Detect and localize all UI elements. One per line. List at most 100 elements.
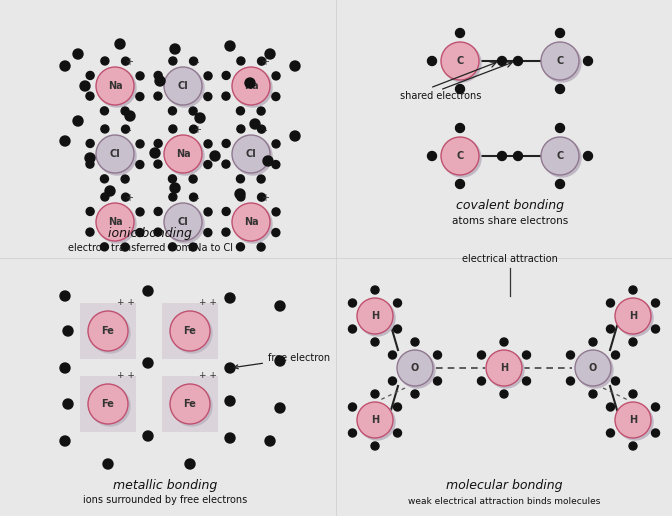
Circle shape: [237, 243, 245, 251]
Circle shape: [136, 92, 144, 101]
Circle shape: [629, 286, 637, 294]
Circle shape: [60, 291, 70, 301]
Circle shape: [169, 57, 177, 65]
Text: C: C: [556, 56, 564, 66]
Circle shape: [60, 136, 70, 146]
Text: -: -: [263, 125, 267, 135]
Circle shape: [427, 152, 437, 160]
Circle shape: [488, 352, 524, 388]
Circle shape: [556, 85, 564, 93]
Circle shape: [615, 402, 651, 438]
Circle shape: [575, 350, 611, 386]
Circle shape: [583, 56, 593, 66]
Circle shape: [456, 180, 464, 188]
Circle shape: [349, 403, 356, 411]
Circle shape: [101, 57, 109, 65]
Text: C: C: [456, 151, 464, 161]
Text: shared electrons: shared electrons: [400, 91, 481, 101]
Circle shape: [272, 160, 280, 169]
Circle shape: [371, 390, 379, 398]
Circle shape: [195, 113, 205, 123]
Circle shape: [86, 228, 94, 236]
Circle shape: [170, 384, 210, 424]
Circle shape: [154, 71, 162, 79]
Circle shape: [275, 301, 285, 311]
Circle shape: [60, 363, 70, 373]
Circle shape: [98, 69, 136, 107]
Circle shape: [272, 72, 280, 80]
Circle shape: [349, 299, 356, 307]
Circle shape: [617, 300, 653, 336]
Circle shape: [257, 243, 265, 251]
Circle shape: [166, 205, 204, 243]
Circle shape: [556, 123, 564, 133]
Circle shape: [121, 175, 129, 183]
Circle shape: [143, 358, 153, 368]
Circle shape: [204, 92, 212, 101]
Circle shape: [497, 56, 507, 66]
Circle shape: [164, 135, 202, 173]
Circle shape: [225, 396, 235, 406]
Circle shape: [190, 125, 198, 133]
Text: +: +: [125, 57, 133, 67]
Circle shape: [456, 85, 464, 93]
Circle shape: [86, 160, 94, 168]
Circle shape: [121, 107, 129, 115]
Circle shape: [500, 338, 508, 346]
Circle shape: [103, 459, 113, 469]
Circle shape: [101, 193, 109, 201]
Circle shape: [615, 298, 651, 334]
Circle shape: [443, 44, 481, 82]
Circle shape: [629, 390, 637, 398]
Circle shape: [154, 139, 162, 148]
Circle shape: [394, 403, 401, 411]
Circle shape: [190, 193, 198, 201]
Circle shape: [411, 338, 419, 346]
Text: free electron: free electron: [234, 353, 330, 369]
Circle shape: [359, 404, 395, 440]
Text: Na: Na: [244, 81, 258, 91]
Circle shape: [98, 137, 136, 175]
Circle shape: [577, 352, 613, 388]
Circle shape: [275, 356, 285, 366]
Circle shape: [169, 107, 177, 115]
Text: Na: Na: [244, 217, 258, 227]
Circle shape: [164, 67, 202, 105]
Text: Na: Na: [108, 81, 122, 91]
Circle shape: [164, 203, 202, 241]
Circle shape: [155, 76, 165, 86]
Circle shape: [513, 56, 523, 66]
Circle shape: [583, 152, 593, 160]
Circle shape: [234, 69, 272, 107]
Circle shape: [456, 123, 464, 133]
Circle shape: [222, 228, 230, 236]
Circle shape: [589, 338, 597, 346]
Circle shape: [63, 326, 73, 336]
Circle shape: [399, 352, 435, 388]
Circle shape: [388, 377, 396, 385]
Text: +: +: [261, 57, 269, 67]
Circle shape: [88, 311, 128, 351]
Circle shape: [257, 125, 265, 133]
Circle shape: [397, 350, 433, 386]
Text: weak electrical attraction binds molecules: weak electrical attraction binds molecul…: [408, 496, 600, 506]
Circle shape: [523, 351, 530, 359]
Circle shape: [86, 92, 94, 100]
Circle shape: [607, 429, 614, 437]
Circle shape: [136, 160, 144, 169]
Circle shape: [96, 135, 134, 173]
Circle shape: [349, 429, 356, 437]
Circle shape: [185, 459, 195, 469]
Circle shape: [652, 325, 659, 333]
Circle shape: [225, 433, 235, 443]
Circle shape: [60, 61, 70, 71]
Text: Na: Na: [108, 217, 122, 227]
Circle shape: [190, 57, 198, 65]
Circle shape: [204, 140, 212, 148]
Circle shape: [204, 72, 212, 80]
Circle shape: [566, 351, 575, 359]
Circle shape: [556, 28, 564, 38]
Circle shape: [371, 338, 379, 346]
Text: covalent bonding: covalent bonding: [456, 200, 564, 213]
Circle shape: [105, 186, 115, 196]
